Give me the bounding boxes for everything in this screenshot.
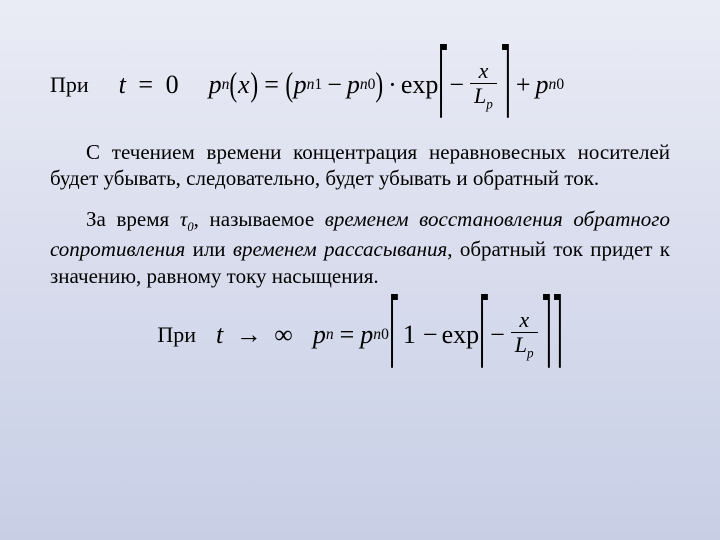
fraction-1: x Lp <box>470 60 497 111</box>
fraction-2: x Lp <box>511 309 538 360</box>
prefix-2: При <box>157 322 196 348</box>
equation-row-1: При t = 0 pn (x) = ( pn1 − pn0 ) · exp ⎡… <box>50 60 670 111</box>
prefix-1: При <box>50 72 89 98</box>
equation-1: pn (x) = ( pn1 − pn0 ) · exp ⎡ − x Lp ⎤ … <box>209 60 565 111</box>
condition-1: t = 0 <box>119 70 179 100</box>
paragraph-2: За время τ0, называемое временем восстан… <box>50 206 670 289</box>
equation-row-2: При t → ∞ pn = pn0 ⎡ 1 − exp ⎡ − x Lp ⎤ … <box>50 309 670 360</box>
equation-2: pn = pn0 ⎡ 1 − exp ⎡ − x Lp ⎤ ⎤ <box>313 309 563 360</box>
condition-2: t → ∞ <box>216 320 293 350</box>
slide: При t = 0 pn (x) = ( pn1 − pn0 ) · exp ⎡… <box>0 0 720 540</box>
paragraph-1: С течением времени концентрация неравнов… <box>50 139 670 193</box>
